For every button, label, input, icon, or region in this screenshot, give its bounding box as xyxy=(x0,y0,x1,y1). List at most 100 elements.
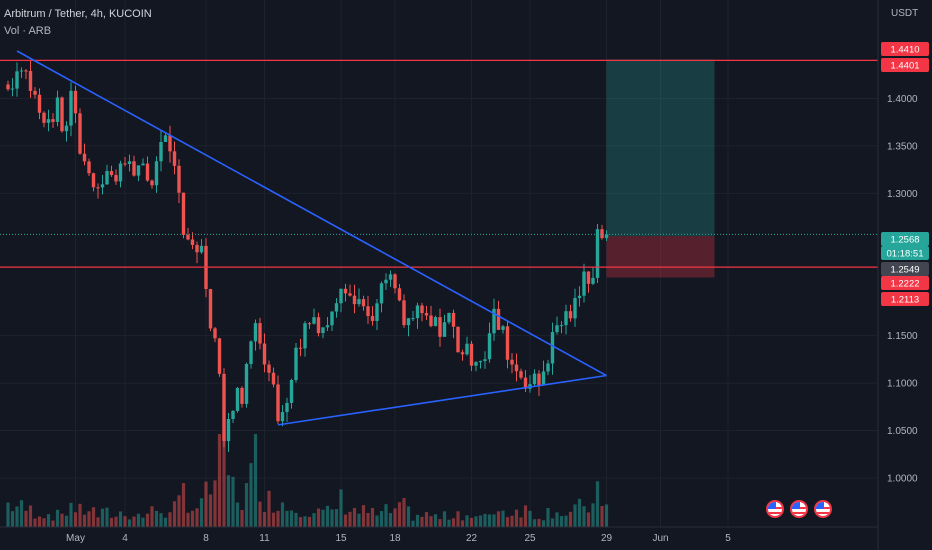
candle[interactable] xyxy=(6,84,10,90)
candle[interactable] xyxy=(208,289,213,329)
candle[interactable] xyxy=(402,300,406,326)
candle[interactable] xyxy=(289,380,294,403)
candle[interactable] xyxy=(541,371,546,386)
candle[interactable] xyxy=(46,119,51,123)
candle[interactable] xyxy=(190,239,195,245)
candle[interactable] xyxy=(127,161,132,165)
candle[interactable] xyxy=(550,332,555,364)
candle[interactable] xyxy=(420,305,424,314)
candle[interactable] xyxy=(384,279,388,284)
candle[interactable] xyxy=(397,288,402,301)
candle[interactable] xyxy=(307,323,312,325)
candle[interactable] xyxy=(438,317,442,337)
candle[interactable] xyxy=(334,303,339,312)
candle[interactable] xyxy=(222,373,226,442)
candle[interactable] xyxy=(604,234,609,239)
candle[interactable] xyxy=(352,295,357,305)
candle[interactable] xyxy=(213,328,217,339)
candle[interactable] xyxy=(132,161,136,176)
candle[interactable] xyxy=(136,165,141,176)
candle[interactable] xyxy=(379,283,384,304)
candle[interactable] xyxy=(109,171,114,176)
candle[interactable] xyxy=(546,363,550,372)
candle[interactable] xyxy=(451,312,456,327)
candle[interactable] xyxy=(424,313,429,316)
trendline[interactable] xyxy=(16,50,607,377)
candle[interactable] xyxy=(60,97,64,132)
candle[interactable] xyxy=(181,192,186,235)
candle[interactable] xyxy=(411,318,415,320)
candle[interactable] xyxy=(163,135,168,142)
trendline[interactable] xyxy=(277,374,607,426)
candle[interactable] xyxy=(433,317,438,327)
candle[interactable] xyxy=(388,274,393,280)
position-stop-zone[interactable] xyxy=(606,236,715,278)
candle[interactable] xyxy=(366,306,370,317)
candle[interactable] xyxy=(276,384,280,422)
candle[interactable] xyxy=(154,161,159,186)
candle[interactable] xyxy=(73,90,78,114)
candle[interactable] xyxy=(186,234,190,240)
candle[interactable] xyxy=(375,303,379,321)
candle[interactable] xyxy=(42,112,46,123)
candle[interactable] xyxy=(600,229,604,239)
candle[interactable] xyxy=(51,119,55,122)
candle[interactable] xyxy=(100,184,105,188)
candle[interactable] xyxy=(537,373,541,386)
candle[interactable] xyxy=(447,312,451,323)
candle[interactable] xyxy=(253,323,258,342)
candle[interactable] xyxy=(487,333,492,360)
candle[interactable] xyxy=(586,271,591,284)
candle[interactable] xyxy=(325,325,330,328)
candle[interactable] xyxy=(244,363,249,404)
candle[interactable] xyxy=(298,347,303,349)
candle[interactable] xyxy=(505,326,510,360)
candle[interactable] xyxy=(577,295,582,299)
position-target-zone[interactable] xyxy=(606,59,715,237)
candle[interactable] xyxy=(370,316,375,321)
candle[interactable] xyxy=(64,125,69,132)
candle[interactable] xyxy=(348,293,352,296)
us-flag-icon[interactable] xyxy=(814,500,832,518)
candle[interactable] xyxy=(519,371,523,378)
candle[interactable] xyxy=(226,418,231,442)
candle[interactable] xyxy=(483,359,487,361)
candle[interactable] xyxy=(573,298,577,319)
candle[interactable] xyxy=(15,71,19,89)
candle[interactable] xyxy=(294,347,298,381)
candle[interactable] xyxy=(474,362,478,366)
candle[interactable] xyxy=(249,341,253,364)
candle[interactable] xyxy=(523,377,528,389)
candle[interactable] xyxy=(82,153,87,162)
candle[interactable] xyxy=(118,163,123,182)
candle[interactable] xyxy=(460,352,465,355)
candle[interactable] xyxy=(492,308,496,334)
candle[interactable] xyxy=(361,299,366,307)
candle[interactable] xyxy=(69,90,73,126)
candle[interactable] xyxy=(568,311,573,319)
candle[interactable] xyxy=(168,135,172,152)
candle[interactable] xyxy=(231,410,235,419)
candle[interactable] xyxy=(280,412,285,422)
candle[interactable] xyxy=(532,373,537,385)
candle[interactable] xyxy=(555,325,559,333)
candle[interactable] xyxy=(456,326,460,353)
candle[interactable] xyxy=(172,151,177,166)
candle[interactable] xyxy=(150,180,154,186)
candle[interactable] xyxy=(37,94,42,113)
candle[interactable] xyxy=(312,317,316,324)
candle[interactable] xyxy=(559,325,564,327)
candle[interactable] xyxy=(114,175,118,182)
candle[interactable] xyxy=(271,372,276,385)
candle[interactable] xyxy=(55,97,60,122)
candle[interactable] xyxy=(496,308,501,330)
candle[interactable] xyxy=(10,88,15,90)
candle[interactable] xyxy=(469,343,474,366)
candle[interactable] xyxy=(145,163,150,181)
candle[interactable] xyxy=(582,271,586,296)
candle[interactable] xyxy=(96,187,100,189)
candle[interactable] xyxy=(591,277,595,284)
candle[interactable] xyxy=(123,163,127,165)
candle[interactable] xyxy=(28,71,33,91)
